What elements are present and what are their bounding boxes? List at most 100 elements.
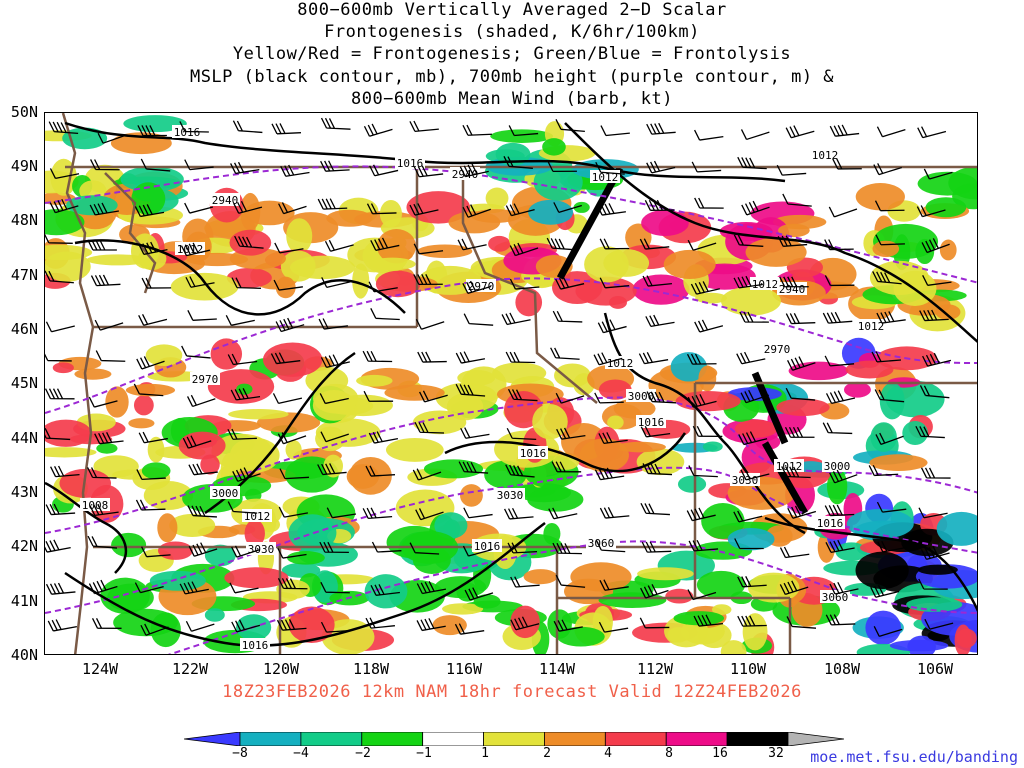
- wind-barb: [413, 274, 443, 286]
- wind-barb: [229, 582, 259, 594]
- wind-barb: [45, 582, 76, 595]
- mslp-contour-1012-north: [564, 122, 977, 343]
- wind-barb: [227, 501, 258, 514]
- wind-barb: [277, 578, 308, 590]
- wind-barb: [551, 461, 582, 473]
- shading-blob: [385, 437, 444, 462]
- wind-barb: [501, 312, 531, 326]
- colorbar-cell: [361, 732, 424, 746]
- lat-label: 48N: [10, 211, 38, 229]
- colorbar-cell: [787, 732, 844, 746]
- shading-blob: [695, 292, 728, 304]
- colorbar-label: −2: [355, 746, 371, 761]
- lat-label: 50N: [10, 103, 38, 121]
- shading-blob: [157, 513, 178, 543]
- wind-barb: [876, 501, 907, 513]
- colorbar: [184, 732, 844, 746]
- wind-barb: [419, 390, 448, 403]
- height-label: 3030: [497, 489, 524, 502]
- mslp-label-bg: [750, 277, 780, 290]
- wind-barb: [638, 352, 669, 365]
- shading-blob: [204, 608, 225, 622]
- wind-barb: [785, 387, 816, 401]
- wind-barb: [141, 546, 171, 558]
- wind-barb: [369, 164, 399, 177]
- mslp-label: 1016: [817, 517, 844, 530]
- wind-barb: [370, 584, 400, 596]
- wind-barb: [776, 164, 807, 176]
- mslp-labels: 1016101610121012101210121012101210161016…: [80, 125, 886, 652]
- shading-blob: [224, 567, 289, 589]
- shading-blob: [515, 288, 543, 317]
- mslp-contour-1012-central: [74, 239, 406, 316]
- wind-barb: [321, 277, 351, 289]
- mslp-label: 1016: [242, 639, 269, 652]
- shading-blob: [490, 129, 554, 143]
- lon-label: 108W: [823, 660, 861, 678]
- shading-blob: [244, 200, 295, 226]
- shading-blob: [133, 395, 154, 416]
- wind-barb: [45, 353, 72, 362]
- colorbar-label: −4: [293, 746, 309, 761]
- shading-blob: [275, 276, 296, 299]
- wind-barb: [415, 508, 444, 521]
- wind-barb: [320, 581, 350, 594]
- shading-blob: [935, 304, 961, 320]
- wind-barb: [463, 313, 494, 326]
- wind-barb: [919, 385, 950, 399]
- credit-link[interactable]: moe.met.fsu.edu/banding: [810, 748, 1018, 766]
- wind-barb: [320, 160, 350, 172]
- wind-barb: [828, 206, 858, 218]
- wind-barb: [875, 234, 905, 246]
- colorbar-label: 32: [768, 746, 784, 761]
- shading-blob: [286, 551, 325, 565]
- mslp-label-bg: [80, 498, 110, 511]
- wind-barb: [45, 233, 73, 244]
- wind-barb: [414, 421, 445, 434]
- wind-barb: [505, 203, 535, 217]
- wind-barb: [366, 203, 397, 215]
- shading-blob: [52, 362, 74, 374]
- wind-barb: [599, 507, 630, 519]
- wind-barb: [409, 203, 439, 216]
- wind-barb: [922, 352, 952, 367]
- mslp-label-bg: [518, 446, 548, 459]
- wind-barb: [640, 425, 671, 438]
- wind-barb: [694, 197, 724, 209]
- shading-blob: [111, 532, 147, 558]
- colorbar-cell: [184, 732, 241, 746]
- wind-barb: [45, 503, 76, 516]
- wind-barb: [185, 276, 215, 288]
- wind-barb: [275, 317, 305, 333]
- shading-blob: [625, 223, 652, 252]
- wind-barb: [45, 428, 71, 441]
- wind-barb: [550, 347, 580, 360]
- mslp-label: 1012: [592, 171, 619, 184]
- wind-barb: [824, 239, 854, 251]
- wind-barb: [736, 351, 766, 365]
- wind-barb: [94, 432, 124, 445]
- mslp-label: 1016: [174, 126, 201, 139]
- title-line-2: Frontogenesis (shaded, K/6hr/100km): [324, 22, 700, 42]
- wind-barb: [234, 235, 264, 249]
- wind-barb: [138, 431, 168, 444]
- wind-barb: [694, 129, 724, 141]
- mslp-label-bg: [774, 459, 804, 472]
- wind-barb: [924, 618, 954, 630]
- shading-blob: [543, 522, 561, 545]
- wind-barb: [464, 587, 494, 601]
- shading-blob: [906, 597, 963, 612]
- height-contour-3060: [167, 540, 977, 654]
- wind-barb: [825, 539, 855, 553]
- shading-blob: [917, 171, 977, 196]
- shading-blob: [417, 244, 473, 259]
- wind-barb: [921, 238, 950, 254]
- lat-label: 45N: [10, 374, 38, 392]
- wind-barb: [91, 617, 122, 629]
- shading-blob: [734, 419, 778, 438]
- shading-blob: [210, 338, 243, 370]
- wind-barb: [686, 353, 717, 365]
- wind-barb: [594, 392, 624, 404]
- wind-barb: [45, 388, 75, 400]
- shading-blob: [457, 369, 496, 386]
